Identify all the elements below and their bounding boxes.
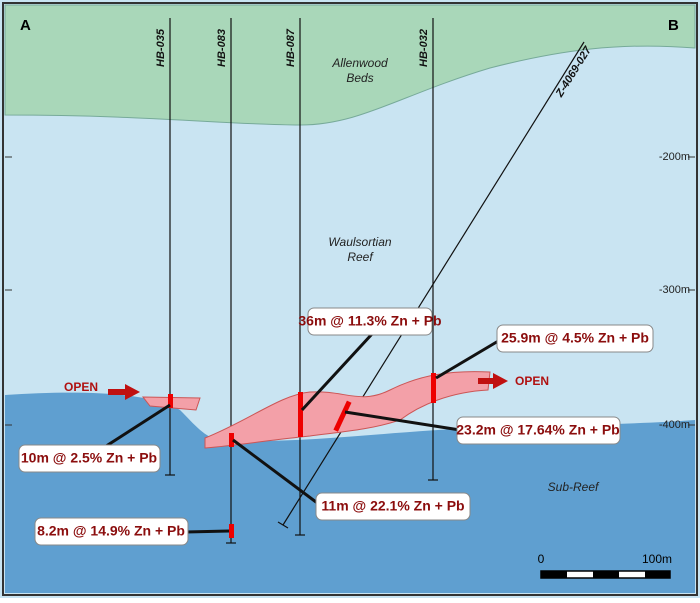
leader [435,338,501,380]
intercept-mark [333,400,352,432]
intercept-callout: 8.2m @ 14.9% Zn + Pb [37,523,185,539]
leader [99,403,171,452]
drill-hole-end [277,521,289,529]
allenwood-beds [4,4,696,126]
intercept-callout: 25.9m @ 4.5% Zn + Pb [501,330,649,346]
formation-label: Beds [346,71,373,85]
intercept-mark [168,394,173,408]
scale-bar [540,570,671,579]
callout-box [34,517,189,546]
section-label: B [668,17,679,34]
drill-hole-label: HB-087 [285,28,297,67]
drill-hole-label: HB-035 [155,28,167,67]
leader [344,410,461,432]
open-arrow [478,373,508,389]
callout-box [315,492,471,521]
depth-label: -400m [659,419,690,431]
intercept-callout: 36m @ 11.3% Zn + Pb [298,313,441,329]
open-label: OPEN [64,380,98,394]
formation-label: Reef [347,250,374,264]
scale-bar-segment [593,571,619,578]
callout-box [307,307,433,336]
scale-bar-segment [541,571,567,578]
callout-box [496,324,654,353]
leader [185,529,230,534]
formation-label: Sub-Reef [548,480,600,494]
scale-label: 0 [538,552,545,566]
depth-label: -200m [659,151,690,163]
scale-bar-segment [645,571,670,578]
scale-label: 100m [642,552,672,566]
open-label: OPEN [515,374,549,388]
open-arrow [108,384,140,400]
depth-label: -300m [659,284,690,296]
intercept-mark [298,392,303,437]
intercept-mark [229,433,234,447]
intercept-mark [431,373,436,403]
callout-box [18,444,161,473]
frame [2,2,698,596]
drill-hole [282,41,585,526]
leader [232,438,321,507]
intercept-callout: 23.2m @ 17.64% Zn + Pb [456,422,619,438]
drill-hole-label: HB-083 [216,29,228,67]
leader [300,332,374,412]
formation-label: Waulsortian [328,235,391,249]
intercept-callout: 10m @ 2.5% Zn + Pb [21,450,157,466]
formation-label: Allenwood [331,56,388,70]
callout-box [456,416,621,445]
section-label: A [20,17,31,34]
intercept-mark [229,524,234,538]
drill-hole-label: HB-032 [418,29,430,67]
intercept-callout: 11m @ 22.1% Zn + Pb [321,498,464,514]
